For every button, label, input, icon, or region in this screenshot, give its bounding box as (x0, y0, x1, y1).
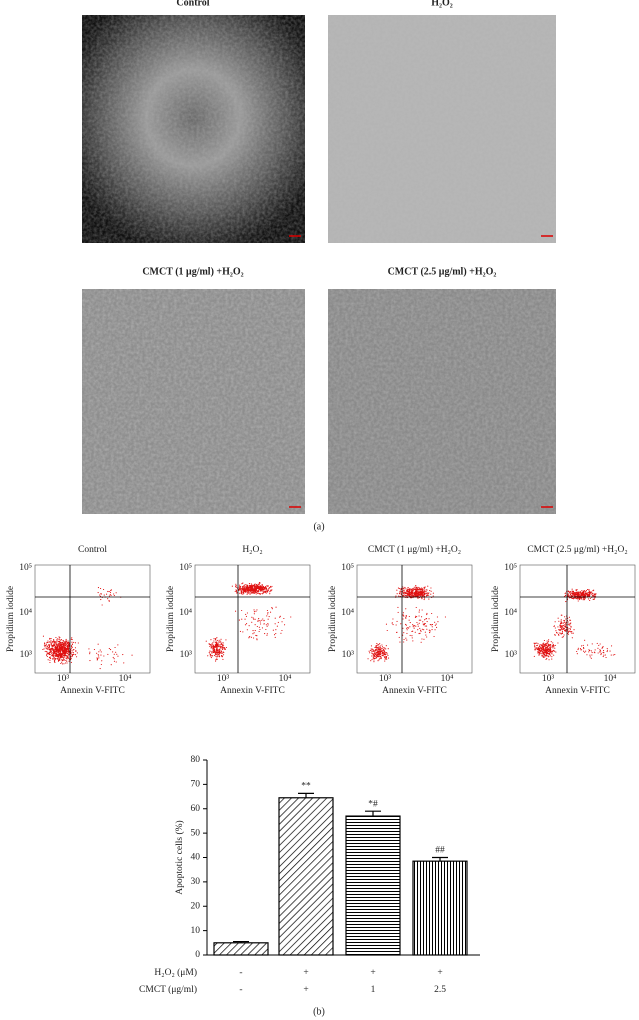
x-tick-label: 10⁴ (119, 674, 133, 684)
panel-label: (a) (313, 521, 324, 532)
y-axis-label: Propidium iodide (166, 586, 176, 652)
bar (278, 797, 334, 956)
row-value: + (303, 985, 308, 995)
micrograph-texture (328, 15, 556, 243)
x-tick-label: 10³ (57, 674, 70, 684)
y-tick-label: 10⁴ (341, 608, 355, 618)
scale-bars (289, 235, 553, 508)
plot-frame (356, 564, 473, 674)
y-tick-label: 50 (191, 828, 201, 838)
plot-title: CMCT (2.5 μg/ml) +H₂O₂ (527, 544, 627, 555)
y-tick-label: 10³ (342, 650, 355, 660)
significance-label: ## (435, 846, 445, 856)
row-value: - (239, 985, 242, 995)
y-tick-label: 80 (191, 755, 201, 765)
bar (412, 860, 468, 956)
bar (345, 815, 401, 956)
image-title: CMCT (2.5 μg/ml) +H₂O₂ (388, 266, 497, 277)
row-value: + (437, 968, 442, 978)
significance-label: ** (301, 782, 311, 792)
plot-frame (519, 564, 636, 674)
x-tick-label: 10⁴ (604, 674, 618, 684)
y-tick-label: 10⁵ (179, 563, 192, 573)
y-axis-label: Propidium iodide (6, 586, 16, 652)
error-bar (298, 792, 314, 798)
y-axis-label: Propidium iodide (491, 586, 501, 652)
row-value: + (303, 968, 308, 978)
y-tick-label: 60 (191, 804, 201, 814)
image-title: CMCT (1 μg/ml) +H₂O₂ (142, 266, 243, 277)
y-tick-label: 30 (191, 877, 201, 887)
y-tick-label: 10⁴ (504, 608, 518, 618)
micrograph-texture (82, 289, 305, 514)
y-tick-label: 10³ (20, 650, 33, 660)
x-tick-label: 10³ (217, 674, 230, 684)
scatter-texture (205, 582, 292, 662)
x-axis-label: Annexin V-FITC (220, 686, 285, 696)
y-tick-label: 40 (191, 853, 201, 863)
panel-label: (b) (313, 1006, 325, 1017)
x-axis-label: Annexin V-FITC (382, 686, 447, 696)
x-axis-label: Annexin V-FITC (545, 686, 610, 696)
x-tick-label: 10³ (542, 674, 555, 684)
x-tick-label: 10⁴ (279, 674, 293, 684)
y-tick-label: 10³ (505, 650, 518, 660)
row-value: - (239, 968, 242, 978)
bar (213, 942, 269, 956)
scatter-texture (42, 587, 133, 670)
error-bar (365, 810, 381, 817)
micrograph-texture (82, 15, 305, 243)
plot-title: Control (78, 545, 107, 555)
y-tick-label: 10 (191, 926, 201, 936)
image-title: H₂O₂ (431, 0, 453, 8)
x-tick-label: 10⁴ (441, 674, 455, 684)
y-axis-label: Apoptotic cells (%) (174, 820, 185, 894)
row-value: 2.5 (434, 985, 446, 995)
x-tick-label: 10³ (379, 674, 392, 684)
y-tick-label: 10⁴ (19, 608, 33, 618)
plot-frame (34, 564, 151, 674)
y-tick-label: 10⁵ (341, 563, 354, 573)
plot-title: CMCT (1 μg/ml) +H₂O₂ (368, 544, 461, 555)
y-tick-label: 20 (191, 901, 201, 911)
row-value: 1 (371, 985, 376, 995)
y-tick-label: 70 (191, 780, 201, 790)
row-label: CMCT (μg/ml) (139, 984, 197, 995)
y-tick-label: 10³ (180, 650, 193, 660)
row-value: + (370, 968, 375, 978)
micrograph-texture (328, 289, 556, 514)
y-tick-label: 10⁵ (19, 563, 32, 573)
plot-frame (194, 564, 311, 674)
y-tick-label: 10⁴ (179, 608, 193, 618)
plot-title: H₂O₂ (242, 545, 262, 555)
scatter-texture (533, 588, 616, 661)
significance-label: *# (368, 799, 378, 809)
y-axis-label: Propidium iodide (328, 586, 338, 652)
error-bar (233, 940, 249, 943)
y-tick-label: 10⁵ (504, 563, 517, 573)
row-label: H₂O₂ (μM) (154, 967, 197, 978)
error-bar (432, 856, 448, 862)
image-title: Control (176, 0, 209, 8)
x-axis-label: Annexin V-FITC (60, 686, 125, 696)
y-tick-label: 0 (195, 950, 200, 960)
